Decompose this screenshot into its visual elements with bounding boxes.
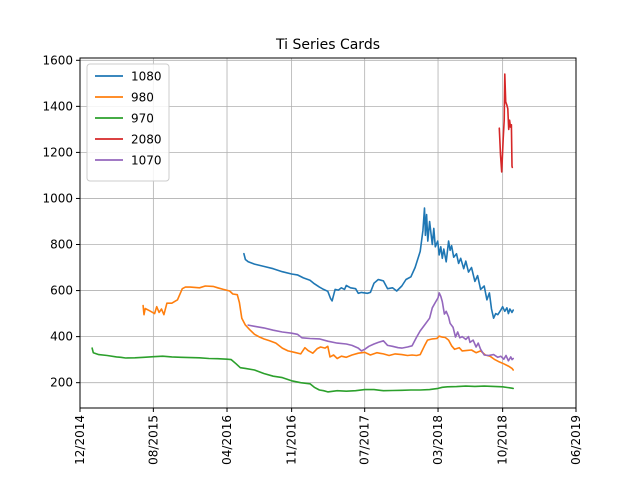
series-line-1080 bbox=[243, 207, 515, 320]
legend-label: 1070 bbox=[131, 154, 162, 168]
legend-label: 1080 bbox=[131, 70, 162, 84]
series-line-980 bbox=[142, 285, 515, 371]
y-tick-label: 400 bbox=[50, 330, 73, 344]
legend-label: 980 bbox=[131, 91, 154, 105]
series-line-2080 bbox=[498, 73, 514, 173]
series-line-1070 bbox=[247, 292, 515, 362]
chart-title: Ti Series Cards bbox=[275, 37, 380, 53]
series-layer bbox=[91, 73, 515, 393]
series-line-970 bbox=[91, 347, 515, 393]
x-tick-label: 12/2014 bbox=[73, 415, 87, 465]
legend-label: 970 bbox=[131, 112, 154, 126]
y-tick-label: 1600 bbox=[42, 53, 73, 67]
y-tick-label: 200 bbox=[50, 376, 73, 390]
grid bbox=[79, 58, 577, 408]
x-tick-label: 08/2015 bbox=[146, 415, 160, 465]
x-tick-label: 03/2018 bbox=[431, 415, 445, 465]
y-tick-label: 800 bbox=[50, 238, 73, 252]
x-tick-label: 06/2019 bbox=[569, 415, 583, 465]
legend-label: 2080 bbox=[131, 133, 162, 147]
legend-box bbox=[86, 63, 170, 182]
axes: 12/2014 08/2015 04/2016 11/2016 07/2017 03/20… bbox=[42, 53, 583, 465]
y-tick-label: 1400 bbox=[42, 99, 73, 113]
x-tick-label: 07/2017 bbox=[358, 415, 372, 465]
y-tick-label: 600 bbox=[50, 284, 73, 298]
legend: 1080 980 970 2080 1070 bbox=[86, 63, 170, 182]
plot-frame bbox=[79, 57, 577, 409]
x-tick-label: 10/2018 bbox=[496, 415, 510, 465]
x-tick-label: 11/2016 bbox=[285, 415, 299, 465]
x-tick-label: 04/2016 bbox=[220, 415, 234, 465]
y-tick-label: 1000 bbox=[42, 191, 73, 205]
y-tick-label: 1200 bbox=[42, 145, 73, 159]
